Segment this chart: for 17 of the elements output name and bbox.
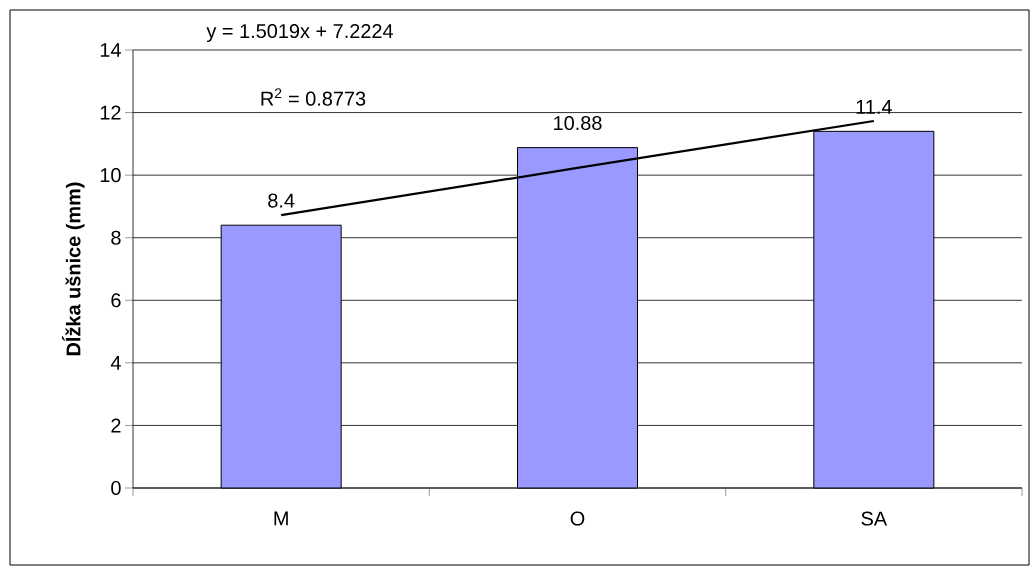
y-tick-label: 14 bbox=[100, 43, 121, 57]
data-label: 10.88 bbox=[554, 115, 602, 131]
y-axis-title: Dĺžka ušnice (mm) bbox=[61, 182, 85, 356]
y-tick-label: 8 bbox=[111, 230, 121, 245]
y-tick-label: 12 bbox=[100, 105, 121, 120]
data-label: 11.4 bbox=[856, 100, 892, 114]
data-label: 8.4 bbox=[268, 193, 295, 208]
text: y = 1.5019x + 7.2224 bbox=[206, 23, 394, 43]
y-tick-label: 4 bbox=[110, 356, 121, 370]
y-tick-label: 0 bbox=[111, 480, 121, 496]
y-tick-label: 2 bbox=[111, 418, 121, 433]
x-tick-label: O bbox=[570, 511, 585, 526]
x-tick-label: M bbox=[274, 511, 288, 526]
x-tick-label: SA bbox=[861, 511, 888, 526]
y-tick-label: 10 bbox=[100, 168, 121, 183]
annotation: R$^{2}$ = 0.8773 bbox=[261, 88, 366, 106]
y-tick-label: 6 bbox=[111, 293, 121, 308]
